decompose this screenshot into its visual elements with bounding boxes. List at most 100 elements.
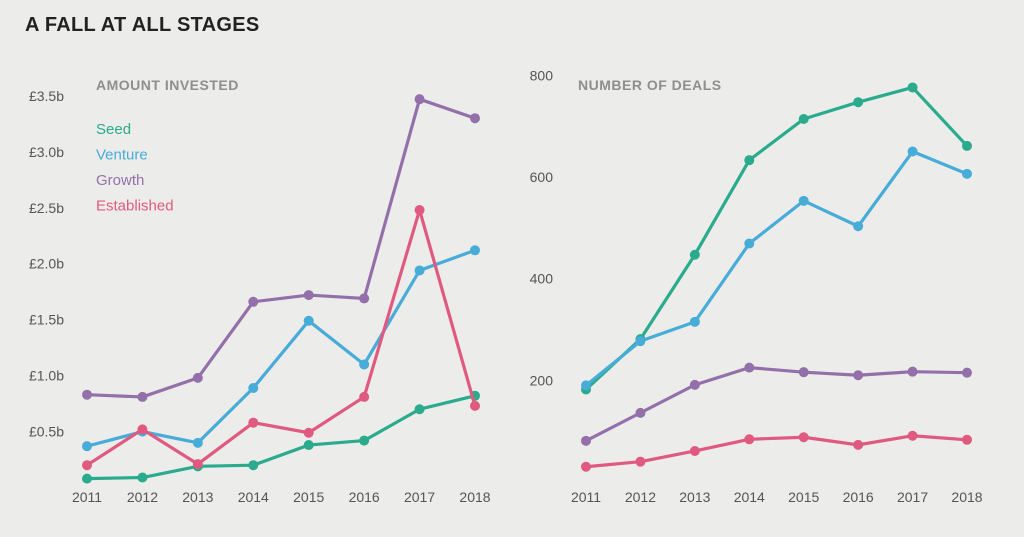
- y-tick-label-0-5b: £0.5b: [29, 424, 64, 440]
- data-point-established-2017: [414, 204, 425, 215]
- data-point-established-2013: [192, 459, 203, 470]
- data-point-venture-2014: [744, 238, 755, 249]
- data-point-established-2018: [962, 434, 972, 445]
- data-point-growth-2018: [470, 113, 480, 124]
- x-tick-label-2013: 2013: [679, 489, 710, 505]
- data-point-seed-2014: [744, 155, 755, 166]
- y-tick-label-2-0b: £2.0b: [29, 256, 64, 272]
- legend-item-growth: Growth: [96, 172, 144, 189]
- data-point-seed-2014: [248, 460, 259, 471]
- data-point-growth-2011: [581, 435, 591, 446]
- data-point-established-2016: [853, 439, 864, 450]
- data-point-venture-2011: [581, 380, 591, 391]
- data-point-seed-2016: [359, 435, 370, 446]
- series-line-established: [85, 208, 477, 467]
- y-tick-label-800: 800: [530, 67, 554, 83]
- series-line-established: [584, 434, 969, 469]
- y-tick-label-3-0b: £3.0b: [29, 144, 64, 160]
- data-point-venture-2017: [907, 146, 918, 157]
- data-point-growth-2012: [137, 391, 148, 402]
- data-point-growth-2018: [962, 367, 972, 378]
- data-point-established-2018: [470, 400, 480, 411]
- x-tick-label-2015: 2015: [788, 489, 819, 505]
- x-tick-label-2014: 2014: [238, 489, 269, 505]
- y-tick-label-3-5b: £3.5b: [29, 88, 64, 104]
- series-line-venture: [85, 248, 477, 448]
- x-tick-label-2012: 2012: [127, 489, 158, 505]
- data-point-growth-2013: [192, 372, 203, 383]
- x-tick-label-2016: 2016: [843, 489, 874, 505]
- data-point-venture-2014: [248, 382, 259, 393]
- chart-subtitle: NUMBER OF DEALS: [578, 77, 722, 93]
- data-point-seed-2011: [82, 473, 92, 484]
- data-point-growth-2014: [744, 362, 755, 373]
- legend-item-seed: Seed: [96, 121, 131, 138]
- data-point-growth-2017: [907, 366, 918, 377]
- legend-item-established: Established: [96, 198, 174, 215]
- data-point-venture-2016: [853, 221, 864, 232]
- x-tick-label-2013: 2013: [182, 489, 213, 505]
- y-tick-label-2-5b: £2.5b: [29, 200, 64, 216]
- data-point-venture-2011: [82, 441, 92, 452]
- data-point-established-2014: [744, 434, 755, 445]
- x-tick-label-2017: 2017: [404, 489, 435, 505]
- data-point-venture-2013: [192, 437, 203, 448]
- data-point-seed-2015: [303, 440, 314, 451]
- data-point-seed-2017: [414, 404, 425, 415]
- data-point-established-2011: [82, 460, 92, 471]
- data-point-established-2015: [798, 432, 809, 443]
- data-point-growth-2011: [82, 389, 92, 400]
- x-tick-label-2017: 2017: [897, 489, 928, 505]
- data-point-venture-2013: [689, 316, 700, 327]
- series-line-seed: [85, 394, 477, 481]
- series-line-growth: [85, 97, 477, 399]
- y-tick-label-200: 200: [530, 372, 554, 388]
- series-line-growth: [584, 366, 969, 443]
- data-point-venture-2012: [635, 336, 646, 347]
- y-tick-label-400: 400: [530, 271, 554, 287]
- data-point-established-2013: [689, 445, 700, 456]
- data-point-established-2016: [359, 391, 370, 402]
- data-point-venture-2015: [798, 195, 809, 206]
- data-point-established-2011: [581, 461, 591, 472]
- y-tick-label-1-5b: £1.5b: [29, 312, 64, 328]
- data-point-growth-2016: [359, 293, 370, 304]
- page-title: A FALL AT ALL STAGES: [25, 14, 260, 36]
- y-tick-label-600: 600: [530, 169, 554, 185]
- data-point-seed-2018: [962, 140, 972, 151]
- x-tick-label-2011: 2011: [72, 489, 102, 505]
- x-tick-label-2015: 2015: [293, 489, 324, 505]
- data-point-venture-2018: [470, 245, 480, 256]
- data-point-seed-2015: [798, 113, 809, 124]
- amount-invested-chart: AMOUNT INVESTED £0.5b £1.0b £1.5b £2.0b £2.5b…: [29, 77, 491, 505]
- y-tick-label-1-0b: £1.0b: [29, 368, 64, 384]
- x-tick-label-2014: 2014: [734, 489, 765, 505]
- data-point-growth-2013: [689, 379, 700, 390]
- data-point-established-2017: [907, 430, 918, 441]
- chart-subtitle: AMOUNT INVESTED: [96, 77, 239, 93]
- data-point-growth-2014: [248, 296, 259, 307]
- data-point-growth-2015: [798, 367, 809, 378]
- data-point-established-2015: [303, 427, 314, 438]
- legend-item-venture: Venture: [96, 147, 148, 164]
- x-tick-label-2018: 2018: [459, 489, 490, 505]
- data-point-seed-2016: [853, 97, 864, 108]
- x-tick-label-2011: 2011: [571, 489, 601, 505]
- series-line-venture: [584, 149, 969, 387]
- data-point-seed-2013: [689, 249, 700, 260]
- data-point-venture-2016: [359, 359, 370, 370]
- data-point-growth-2016: [853, 370, 864, 381]
- data-point-seed-2012: [137, 472, 148, 483]
- data-point-established-2014: [248, 417, 259, 428]
- data-point-venture-2015: [303, 315, 314, 326]
- data-point-established-2012: [137, 424, 148, 435]
- data-point-growth-2017: [414, 94, 425, 105]
- number-of-deals-chart: NUMBER OF DEALS 200 400 600 800 2011 2012 2013 2…: [530, 67, 983, 505]
- x-tick-label-2012: 2012: [625, 489, 656, 505]
- series-line-seed: [584, 85, 969, 392]
- data-point-growth-2012: [635, 407, 646, 418]
- data-point-growth-2015: [303, 290, 314, 301]
- x-tick-label-2018: 2018: [951, 489, 982, 505]
- data-point-seed-2017: [907, 82, 918, 93]
